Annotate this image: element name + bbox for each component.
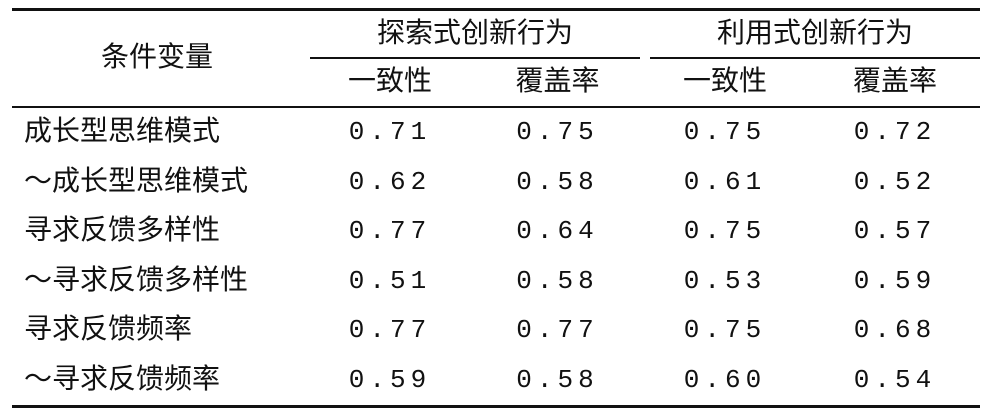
bottom-rule (12, 405, 980, 408)
value-cell: 0.72 (853, 117, 937, 147)
value-cell: 0.75 (683, 315, 767, 346)
group-rule (310, 57, 640, 59)
value-cell: 0.51 (348, 265, 432, 296)
row-label: ～成长型思维模式 (24, 165, 249, 197)
subheader: 覆盖率 (515, 66, 600, 97)
group-rule (650, 57, 980, 59)
value-cell: 0.64 (516, 216, 599, 247)
row-label: ～寻求反馈多样性 (24, 264, 249, 296)
row-label: ～寻求反馈频率 (24, 364, 221, 395)
value-cell: 0.53 (683, 265, 767, 296)
value-cell: 0.75 (516, 117, 599, 147)
group-header: 探索式创新行为 (376, 18, 573, 49)
value-cell: 0.71 (348, 117, 432, 147)
value-cell: 0.57 (853, 216, 937, 247)
value-cell: 0.77 (348, 216, 432, 247)
value-cell: 0.52 (853, 166, 937, 197)
subheader: 一致性 (682, 66, 767, 97)
value-cell: 0.59 (853, 265, 937, 296)
value-cell: 0.62 (348, 166, 432, 197)
subheader: 一致性 (347, 66, 432, 97)
value-cell: 0.75 (683, 117, 767, 147)
row-label: 寻求反馈频率 (24, 314, 193, 346)
group-header: 利用式创新行为 (716, 18, 913, 49)
header-rule (12, 106, 980, 108)
value-cell: 0.54 (853, 365, 937, 395)
value-cell: 0.58 (516, 166, 599, 197)
value-cell: 0.77 (348, 315, 432, 346)
value-cell: 0.60 (683, 365, 767, 395)
value-cell: 0.68 (853, 315, 937, 346)
subheader: 覆盖率 (852, 66, 937, 97)
value-cell: 0.58 (516, 365, 599, 395)
row-label: 寻求反馈多样性 (24, 215, 221, 247)
value-cell: 0.75 (683, 216, 767, 247)
value-cell: 0.59 (348, 365, 432, 395)
value-cell: 0.77 (516, 315, 599, 346)
row-label: 成长型思维模式 (24, 116, 221, 147)
top-rule (12, 8, 980, 11)
value-cell: 0.58 (516, 265, 599, 296)
row-label-header: 条件变量 (100, 42, 213, 73)
value-cell: 0.61 (683, 166, 767, 197)
